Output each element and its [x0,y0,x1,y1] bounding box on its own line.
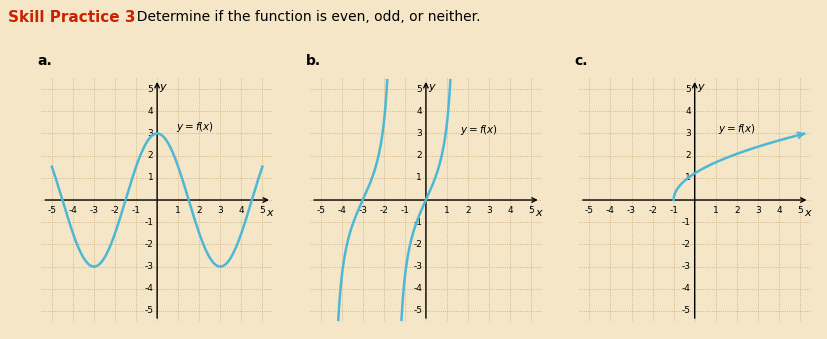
Text: -3: -3 [414,262,422,271]
Text: 1: 1 [416,173,422,182]
Text: -1: -1 [669,205,678,215]
Text: -4: -4 [606,205,615,215]
Text: Determine if the function is even, odd, or neither.: Determine if the function is even, odd, … [128,10,480,24]
Text: 3: 3 [416,129,422,138]
Text: -1: -1 [414,218,422,227]
Text: 4: 4 [148,107,153,116]
Text: -2: -2 [648,205,657,215]
Text: 3: 3 [755,205,761,215]
Text: -2: -2 [380,205,388,215]
Text: -4: -4 [682,284,691,293]
Text: -2: -2 [682,240,691,249]
Text: 2: 2 [686,151,691,160]
Text: 3: 3 [147,129,153,138]
Text: -3: -3 [89,205,98,215]
Text: 4: 4 [238,205,244,215]
Text: 2: 2 [197,205,202,215]
Text: 4: 4 [417,107,422,116]
Text: 4: 4 [686,107,691,116]
Text: -5: -5 [585,205,594,215]
Text: 3: 3 [685,129,691,138]
Text: $y = f(x)$: $y = f(x)$ [460,123,498,137]
Text: 1: 1 [147,173,153,182]
Text: -3: -3 [145,262,153,271]
Text: 2: 2 [466,205,471,215]
Text: -1: -1 [131,205,141,215]
Text: -5: -5 [145,306,153,316]
Text: x: x [535,208,542,218]
Text: 5: 5 [797,205,803,215]
Text: 5: 5 [260,205,265,215]
Text: -5: -5 [682,306,691,316]
Text: 5: 5 [416,84,422,94]
Text: -2: -2 [414,240,422,249]
Text: a.: a. [37,54,52,68]
Text: 5: 5 [147,84,153,94]
Text: y: y [697,82,704,93]
Text: 3: 3 [486,205,492,215]
Text: 4: 4 [776,205,782,215]
Text: -4: -4 [337,205,347,215]
Text: -5: -5 [47,205,56,215]
Text: -3: -3 [682,262,691,271]
Text: -5: -5 [316,205,325,215]
Text: $y = f(x)$: $y = f(x)$ [176,120,214,134]
Text: -3: -3 [358,205,367,215]
Text: y: y [160,82,166,93]
Text: 4: 4 [507,205,513,215]
Text: -1: -1 [682,218,691,227]
Text: -1: -1 [400,205,409,215]
Text: -4: -4 [145,284,153,293]
Text: -1: -1 [145,218,153,227]
Text: -4: -4 [414,284,422,293]
Text: 2: 2 [417,151,422,160]
Text: -2: -2 [145,240,153,249]
Text: b.: b. [306,54,321,68]
Text: $y = f(x)$: $y = f(x)$ [718,122,756,136]
Text: 2: 2 [734,205,739,215]
Text: 2: 2 [148,151,153,160]
Text: Skill Practice 3: Skill Practice 3 [8,10,136,25]
Text: y: y [428,82,435,93]
Text: x: x [804,208,810,218]
Text: 1: 1 [685,173,691,182]
Text: c.: c. [575,54,588,68]
Text: 5: 5 [528,205,534,215]
Text: -3: -3 [627,205,636,215]
Text: -5: -5 [414,306,422,316]
Text: x: x [266,208,273,218]
Text: 1: 1 [713,205,719,215]
Text: 3: 3 [218,205,223,215]
Text: 1: 1 [175,205,181,215]
Text: -2: -2 [111,205,119,215]
Text: -4: -4 [69,205,78,215]
Text: 1: 1 [444,205,450,215]
Text: 5: 5 [685,84,691,94]
